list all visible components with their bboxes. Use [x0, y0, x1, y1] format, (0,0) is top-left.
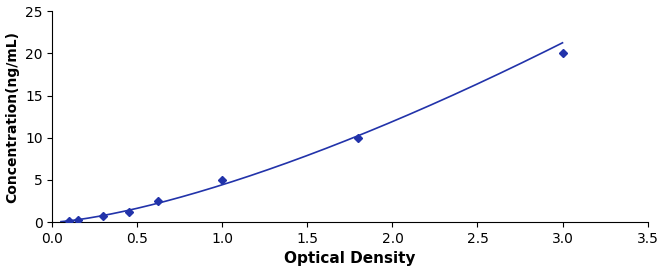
Y-axis label: Concentration(ng/mL): Concentration(ng/mL) — [5, 31, 19, 203]
X-axis label: Optical Density: Optical Density — [284, 251, 416, 267]
